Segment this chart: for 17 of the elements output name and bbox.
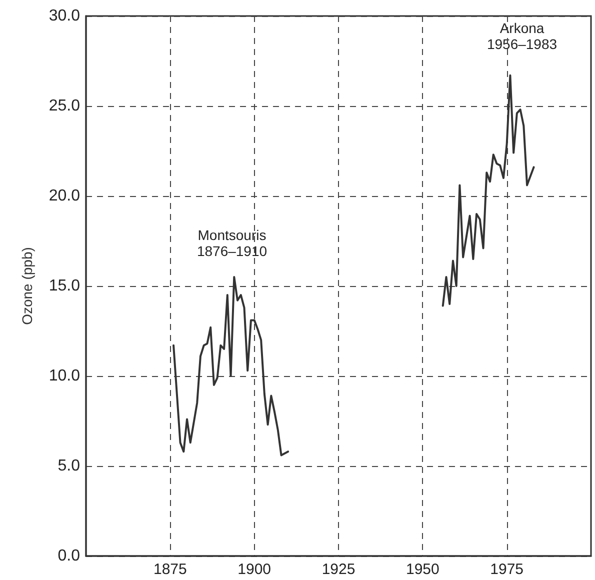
x-tick-label: 1950 — [406, 561, 440, 578]
y-tick-label: 20.0 — [48, 188, 80, 204]
line-series — [172, 276, 289, 456]
y-tick-label: 15.0 — [48, 278, 80, 294]
line-series — [442, 74, 535, 307]
y-tick-label: 0.0 — [58, 548, 80, 564]
annotation: Montsouris 1876–1910 — [196, 227, 268, 259]
y-tick-label: 30.0 — [48, 8, 80, 24]
y-axis-title: Ozone (ppb) — [19, 247, 35, 325]
y-tick-label: 25.0 — [48, 98, 80, 114]
x-tick-label: 1875 — [153, 561, 187, 578]
y-tick-label: 5.0 — [58, 458, 80, 474]
annotation: Arkona 1956–1983 — [486, 20, 558, 52]
x-tick-label: 1925 — [322, 561, 356, 578]
x-tick-label: 1975 — [490, 561, 524, 578]
y-tick-label: 10.0 — [48, 368, 80, 384]
x-tick-label: 1900 — [238, 561, 272, 578]
